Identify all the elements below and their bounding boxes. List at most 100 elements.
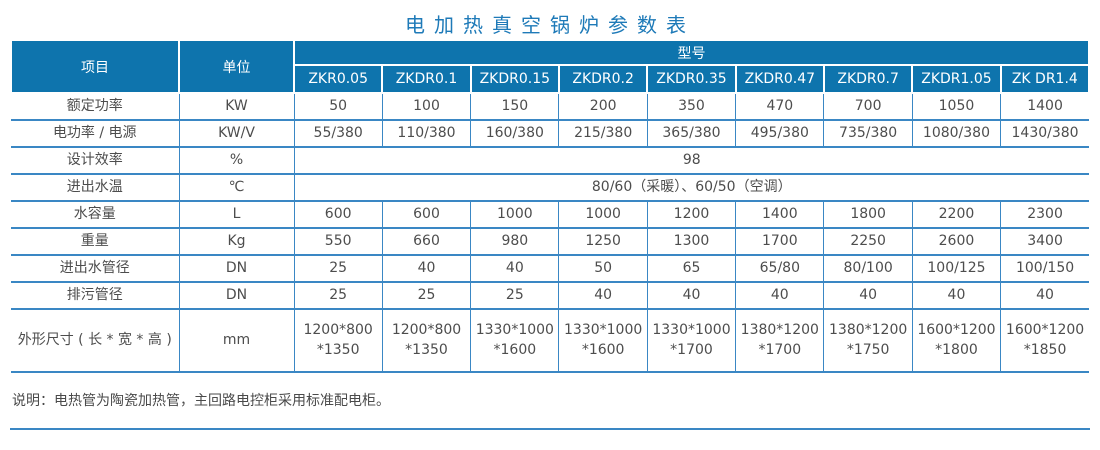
value-cell: 25: [293, 281, 383, 310]
bottom-divider: [10, 428, 1090, 430]
row-unit: ℃: [178, 173, 295, 202]
value-cell: 1300: [646, 227, 737, 256]
value-cell: 150: [470, 93, 560, 121]
model-name-row: ZKR0.05 ZKDR0.1 ZKDR0.15 ZKDR0.2 ZKDR0.35 ZKD…: [11, 64, 1091, 94]
item-column-header: 项目: [10, 39, 180, 94]
row-label: 外形尺寸 ( 长 * 宽 * 高 ): [11, 308, 180, 373]
value-cell: 1200*800 *1350: [381, 308, 472, 373]
value-cell: 1800: [823, 200, 913, 229]
value-cell: 40: [911, 281, 1002, 310]
value-cell: 100/150: [1000, 254, 1089, 283]
value-cell: 1330*1000 *1600: [470, 308, 560, 373]
value-cell: 1330*1000 *1700: [646, 308, 737, 373]
value-cell: 365/380: [646, 119, 737, 148]
row-unit: L: [178, 200, 295, 229]
table-row: 外形尺寸 ( 长 * 宽 * 高 ) mm 1200*800 *1350 1200*8…: [11, 308, 1089, 373]
value-cell: 1430/380: [1000, 119, 1089, 148]
value-cell: 1380*1200 *1750: [823, 308, 913, 373]
value-cell: 65/80: [735, 254, 825, 283]
value-cell: 2600: [911, 227, 1002, 256]
value-cell: 1700: [735, 227, 825, 256]
value-cell: 3400: [1000, 227, 1089, 256]
value-cell: 1000: [470, 200, 560, 229]
value-cell: 1600*1200 *1800: [911, 308, 1002, 373]
value-cell: 40: [470, 254, 560, 283]
model-column-header: ZKDR0.7: [822, 64, 914, 94]
table-body: 额定功率 KW 50 100 150 200 350 470 700 1050 1400 电功率 / …: [11, 93, 1089, 373]
row-label: 重量: [11, 227, 180, 256]
value-cell: 50: [558, 254, 648, 283]
value-cell: 25: [381, 281, 472, 310]
merged-value-cell: 80/60（采暖）、60/50（空调）: [293, 173, 1089, 202]
row-unit: DN: [178, 254, 295, 283]
value-cell: 1200*800 *1350: [293, 308, 383, 373]
table-row: 设计效率% 98: [11, 146, 1089, 175]
row-unit: mm: [178, 308, 295, 373]
row-label: 额定功率: [11, 93, 180, 121]
row-label: 电功率 / 电源: [11, 119, 180, 148]
row-label: 水容量: [11, 200, 180, 229]
value-cell: 40: [381, 254, 472, 283]
value-cell: 700: [823, 93, 913, 121]
model-column-header: ZKDR0.1: [381, 64, 472, 94]
table-row: 水容量 L 600 600 1000 1000 1200 1400 1800 2200 2300: [11, 200, 1089, 229]
table-row: 进出水温 ℃ 80/60（采暖）、60/50（空调）: [11, 173, 1089, 202]
table-header: 项目 单位 型号 ZKR0.05 ZKDR0.1 ZKDR0.15 ZKDR0.2 ZK…: [10, 39, 1091, 94]
row-label: 排污管径: [11, 281, 180, 310]
model-group-header: 型号: [293, 39, 1090, 66]
model-column-header: ZKDR1.05: [911, 64, 1002, 94]
spec-table: 项目 单位 型号 ZKR0.05 ZKDR0.1 ZKDR0.15 ZKDR0.2 ZK…: [10, 39, 1091, 373]
value-cell: 660: [381, 227, 472, 256]
value-cell: 495/380: [735, 119, 825, 148]
header-group-row: 项目 单位 型号: [10, 39, 1090, 94]
value-cell: 160/380: [470, 119, 560, 148]
value-cell: 600: [381, 200, 472, 229]
value-cell: 110/380: [381, 119, 472, 148]
model-column-header: ZKDR0.15: [469, 64, 560, 94]
value-cell: 50: [293, 93, 383, 121]
note-text: 说明：电热管为陶瓷加热管，主回路电控柜采用标准配电柜。: [12, 393, 390, 409]
value-cell: 25: [470, 281, 560, 310]
table-row: 进出水管径 DN 25 40 40 50 65 65/80 80/100 100/125 100/1…: [11, 254, 1089, 283]
table-row: 额定功率 KW 50 100 150 200 350 470 700 1050 1400: [11, 93, 1089, 121]
value-cell: 40: [1000, 281, 1089, 310]
value-cell: 470: [735, 93, 825, 121]
model-column-header: ZKDR0.35: [646, 64, 737, 94]
value-cell: 200: [558, 93, 648, 121]
merged-value-cell: 98: [293, 146, 1089, 175]
value-cell: 1200: [646, 200, 737, 229]
row-unit: KW: [178, 93, 295, 121]
value-cell: 735/380: [823, 119, 913, 148]
value-cell: 1080/380: [911, 119, 1002, 148]
row-unit: KW/V: [178, 119, 295, 148]
value-cell: 25: [293, 254, 383, 283]
value-cell: 40: [558, 281, 648, 310]
page-title: 电加热真空锅炉参数表: [405, 13, 695, 37]
row-label: 进出水管径: [11, 254, 180, 283]
value-cell: 215/380: [558, 119, 648, 148]
value-cell: 600: [293, 200, 383, 229]
model-column-header: ZKDR0.47: [734, 64, 825, 94]
value-cell: 40: [735, 281, 825, 310]
value-cell: 65: [646, 254, 737, 283]
value-cell: 980: [470, 227, 560, 256]
value-cell: 1250: [558, 227, 648, 256]
table-row: 排污管径 DN 25 25 25 40 40 40 40 40 40: [11, 281, 1089, 310]
value-cell: 40: [646, 281, 737, 310]
value-cell: 1380*1200 *1700: [735, 308, 825, 373]
value-cell: 100/125: [911, 254, 1002, 283]
value-cell: 1600*1200 *1850: [1000, 308, 1089, 373]
value-cell: 55/380: [293, 119, 383, 148]
table-row: 重量 Kg 550 660 980 1250 1300 1700 2250 2600 3400: [11, 227, 1089, 256]
row-unit: DN: [178, 281, 295, 310]
value-cell: 100: [381, 93, 472, 121]
value-cell: 1330*1000 *1600: [558, 308, 648, 373]
row-label: 设计效率: [11, 146, 180, 175]
row-label: 进出水温: [11, 173, 180, 202]
value-cell: 1400: [1000, 93, 1089, 121]
value-cell: 40: [823, 281, 913, 310]
value-cell: 1050: [911, 93, 1002, 121]
value-cell: 350: [646, 93, 737, 121]
row-unit: %: [178, 146, 295, 175]
value-cell: 2250: [823, 227, 913, 256]
